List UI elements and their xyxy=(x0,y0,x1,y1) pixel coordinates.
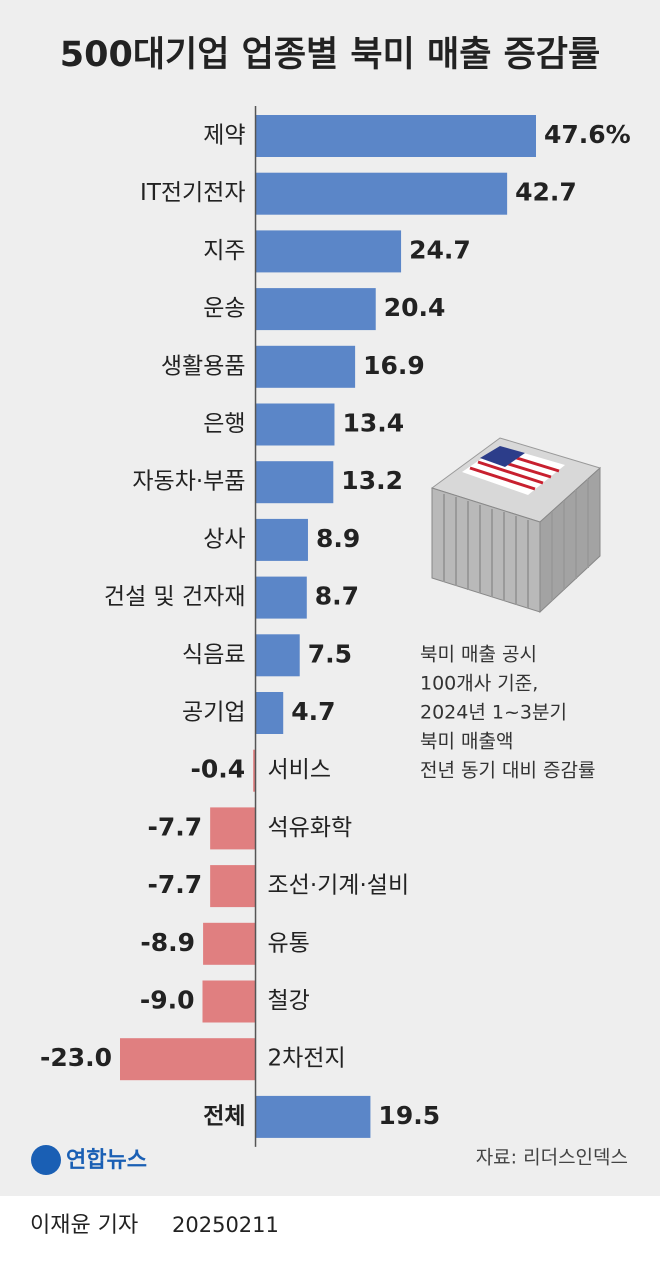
category-label: 공기업 xyxy=(182,700,245,726)
value-label: -8.9 xyxy=(140,928,195,957)
value-label: 42.7 xyxy=(515,178,577,207)
bar xyxy=(210,807,256,850)
bar xyxy=(255,172,508,215)
value-label: 13.2 xyxy=(341,466,403,495)
date: 20250211 xyxy=(172,1213,279,1237)
bar xyxy=(255,518,308,561)
category-label: 2차전지 xyxy=(268,1046,346,1072)
bar xyxy=(210,865,256,908)
category-label: 철강 xyxy=(268,988,310,1014)
annotation: 2024년 1~3분기 xyxy=(420,702,567,724)
bar xyxy=(255,692,284,734)
annotation: 전년 동기 대비 증감률 xyxy=(420,760,595,782)
bar xyxy=(255,230,402,273)
category-label: 유통 xyxy=(268,930,310,956)
value-label: 24.7 xyxy=(409,235,471,264)
value-label: 19.5 xyxy=(378,1101,440,1130)
bar xyxy=(255,403,335,446)
value-label: 8.7 xyxy=(315,582,359,611)
annotation: 북미 매출액 xyxy=(420,731,513,753)
bar xyxy=(202,980,256,1023)
value-label: -7.7 xyxy=(147,812,202,841)
bar xyxy=(255,461,334,504)
category-label: 생활용품 xyxy=(161,353,246,379)
value-label: -0.4 xyxy=(190,755,245,784)
value-label: -7.7 xyxy=(147,870,202,899)
category-label: 은행 xyxy=(203,411,245,437)
bar xyxy=(255,1095,371,1138)
value-label: 47.6% xyxy=(544,120,631,149)
category-label: 조선·기계·설비 xyxy=(268,873,410,899)
bar xyxy=(255,634,300,677)
annotation: 100개사 기준, xyxy=(420,673,538,695)
source: 자료: 리더스인덱스 xyxy=(476,1147,628,1169)
category-label: 상사 xyxy=(203,526,245,552)
byline: 이재윤 기자 xyxy=(30,1213,138,1238)
value-label: 4.7 xyxy=(291,697,335,726)
logo: 연합뉴스 xyxy=(66,1147,147,1173)
category-label: 서비스 xyxy=(268,757,331,783)
bar xyxy=(255,115,536,157)
value-label: 16.9 xyxy=(363,351,425,380)
value-label: 13.4 xyxy=(342,409,404,438)
bar xyxy=(255,288,376,331)
bar xyxy=(255,576,307,619)
category-label: 전체 xyxy=(203,1103,245,1129)
annotation: 북미 매출 공시 xyxy=(420,644,537,666)
value-label: 20.4 xyxy=(384,293,446,322)
category-label: 건설 및 건자재 xyxy=(104,584,246,610)
bar xyxy=(120,1038,256,1081)
category-label: 식음료 xyxy=(182,642,245,668)
bar xyxy=(253,749,256,792)
bar xyxy=(203,922,256,965)
value-label: -9.0 xyxy=(140,986,195,1015)
category-label: IT전기전자 xyxy=(140,180,245,206)
logo-mark xyxy=(31,1145,61,1175)
bar xyxy=(255,345,356,388)
value-label: -23.0 xyxy=(40,1043,112,1072)
chart-title: 500대기업 업종별 북미 매출 증감률 xyxy=(60,35,600,75)
category-label: 자동차·부품 xyxy=(132,469,245,495)
category-label: 제약 xyxy=(203,123,245,149)
category-label: 석유화학 xyxy=(268,815,353,841)
value-label: 8.9 xyxy=(316,524,360,553)
container-illustration xyxy=(430,437,601,614)
value-label: 7.5 xyxy=(308,639,352,668)
category-label: 지주 xyxy=(203,238,245,264)
category-label: 운송 xyxy=(203,296,245,322)
